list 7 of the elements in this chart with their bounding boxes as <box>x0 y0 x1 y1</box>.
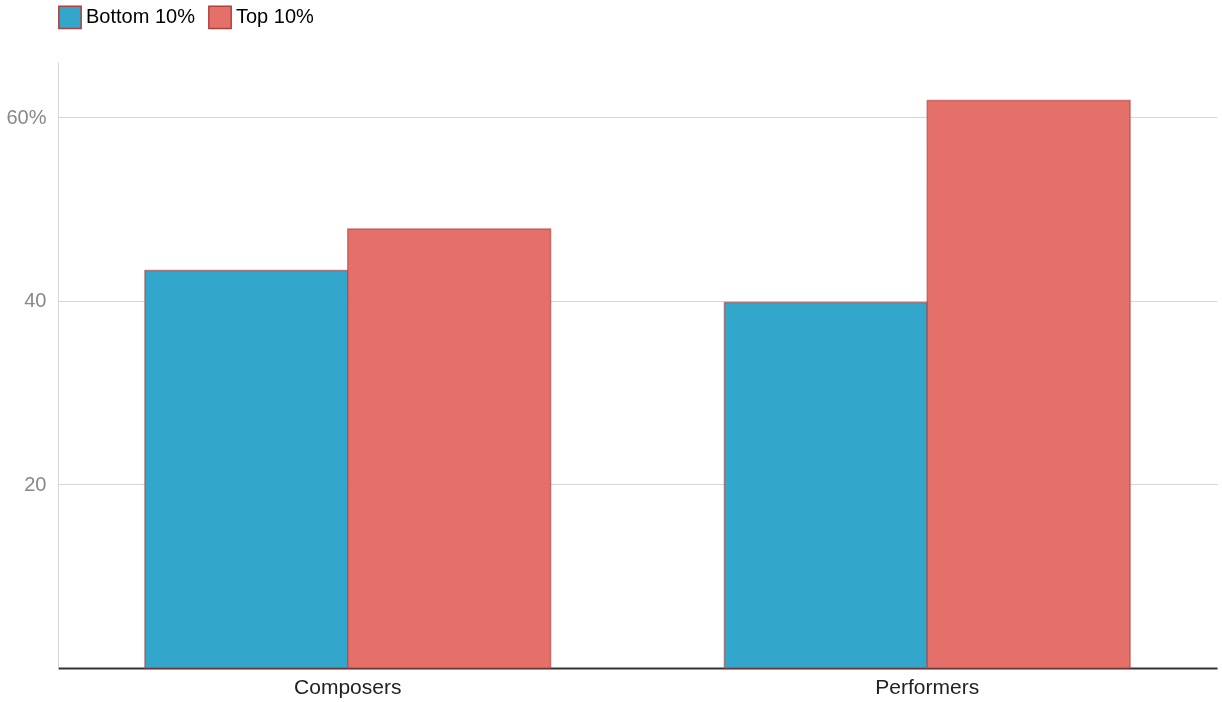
y-tick-label: 40 <box>24 289 47 312</box>
x-tick-label: Composers <box>294 674 402 698</box>
legend-label: Top 10% <box>236 5 315 28</box>
y-tick-label: 60% <box>6 105 47 128</box>
x-tick-label: Performers <box>875 674 980 698</box>
y-tick-label: 20 <box>24 472 47 495</box>
legend-label: Bottom 10% <box>86 5 196 28</box>
